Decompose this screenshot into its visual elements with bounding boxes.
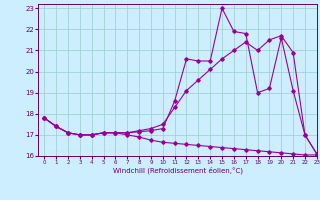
X-axis label: Windchill (Refroidissement éolien,°C): Windchill (Refroidissement éolien,°C) bbox=[113, 167, 243, 174]
